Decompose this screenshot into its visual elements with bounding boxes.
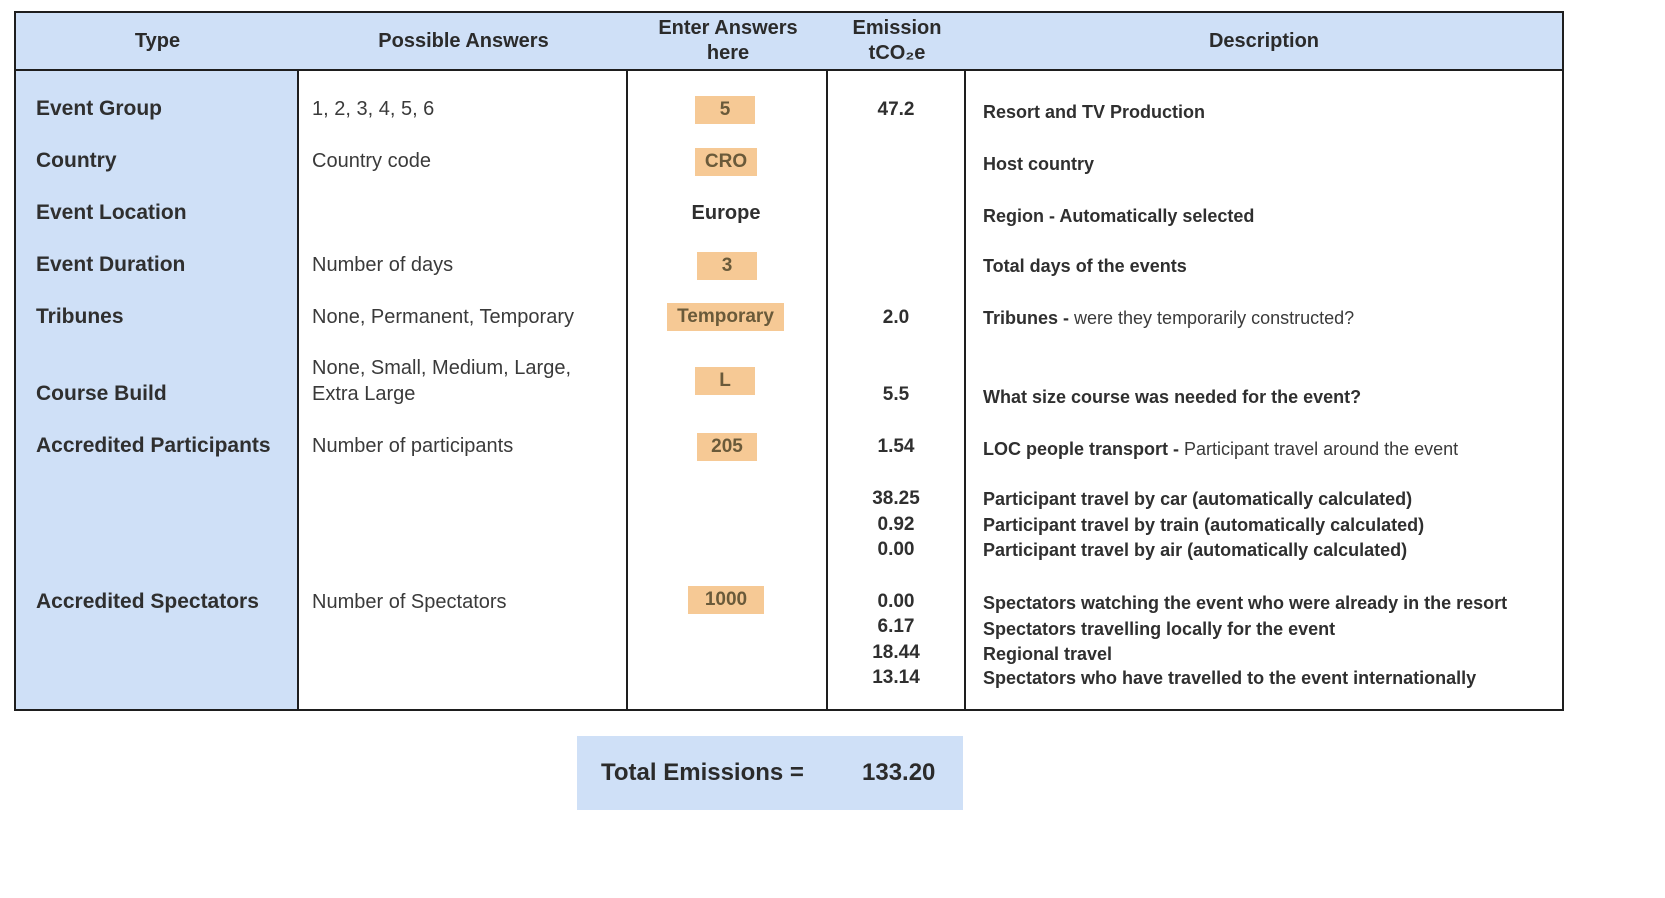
header-row bbox=[16, 13, 1562, 71]
header-type: Type bbox=[134, 29, 181, 52]
answer-event-location: Europe bbox=[691, 202, 761, 224]
emission-spectators-international: 13.14 bbox=[872, 667, 920, 688]
answer-tribunes[interactable]: Temporary bbox=[667, 303, 784, 331]
emission-participant-air: 0.00 bbox=[877, 539, 915, 560]
desc-spectators-international: Spectators who have travelled to the eve… bbox=[983, 668, 1477, 688]
emission-participant-train: 0.92 bbox=[877, 514, 915, 535]
emission-spectators-local: 6.17 bbox=[877, 616, 915, 637]
answer-event-duration[interactable]: 3 bbox=[697, 252, 757, 280]
header-emission: Emission tCO₂e bbox=[852, 17, 942, 64]
desc-participant-air: Participant travel by air (automatically… bbox=[983, 540, 1408, 560]
row-type-accredited-participants: Accredited Participants bbox=[36, 434, 271, 457]
row-type-event-location: Event Location bbox=[36, 201, 187, 224]
row-possible-country: Country code bbox=[312, 150, 431, 172]
desc-participant-train: Participant travel by train (automatical… bbox=[983, 515, 1425, 535]
row-type-course-build: Course Build bbox=[36, 382, 167, 405]
emission-accredited-participants: 1.54 bbox=[877, 436, 915, 457]
emission-course-build: 5.5 bbox=[882, 384, 910, 405]
total-emissions-value: 133.20 bbox=[862, 759, 936, 786]
row-possible-accredited-participants: Number of participants bbox=[312, 435, 514, 457]
row-possible-course-build-line1: None, Small, Medium, Large, bbox=[312, 357, 572, 379]
row-possible-event-duration: Number of days bbox=[312, 254, 454, 276]
row-desc-course-build: What size course was needed for the even… bbox=[983, 387, 1362, 407]
header-enter-answers: Enter Answers here bbox=[658, 17, 798, 64]
row-possible-accredited-spectators: Number of Spectators bbox=[312, 591, 507, 613]
total-emissions-label: Total Emissions = bbox=[601, 759, 804, 786]
header-description: Description bbox=[1208, 29, 1320, 52]
emission-participant-car: 38.25 bbox=[872, 488, 920, 509]
desc-participant-car: Participant travel by car (automatically… bbox=[983, 489, 1413, 509]
possible-answers-column bbox=[299, 13, 628, 709]
desc-spectators-resort: Spectators watching the event who were a… bbox=[983, 593, 1508, 613]
row-type-country: Country bbox=[36, 149, 117, 172]
row-type-tribunes: Tribunes bbox=[36, 305, 124, 328]
row-desc-event-duration: Total days of the events bbox=[983, 256, 1187, 276]
emission-spectators-regional: 18.44 bbox=[872, 642, 920, 663]
row-type-accredited-spectators: Accredited Spectators bbox=[36, 590, 259, 613]
answer-country[interactable]: CRO bbox=[695, 148, 757, 176]
row-possible-event-group: 1, 2, 3, 4, 5, 6 bbox=[312, 98, 435, 120]
desc-spectators-local: Spectators travelling locally for the ev… bbox=[983, 619, 1336, 639]
row-desc-event-location: Region - Automatically selected bbox=[983, 206, 1255, 226]
row-possible-tribunes: None, Permanent, Temporary bbox=[312, 306, 574, 328]
total-emissions-box: Total Emissions = 133.20 bbox=[577, 736, 963, 810]
enter-answers-column bbox=[628, 13, 828, 709]
type-column bbox=[16, 13, 299, 709]
emission-tribunes: 2.0 bbox=[882, 307, 910, 328]
desc-spectators-regional: Regional travel bbox=[983, 644, 1113, 664]
row-type-event-duration: Event Duration bbox=[36, 253, 186, 276]
answer-event-group[interactable]: 5 bbox=[695, 96, 755, 124]
emission-spectators-resort: 0.00 bbox=[877, 591, 915, 612]
row-desc-tribunes: Tribunes - were they temporarily constru… bbox=[983, 308, 1355, 328]
header-possible-answers: Possible Answers bbox=[378, 29, 549, 52]
answer-course-build[interactable]: L bbox=[695, 367, 755, 395]
row-possible-course-build-line2: Extra Large bbox=[312, 383, 416, 405]
row-type-event-group: Event Group bbox=[36, 97, 163, 120]
emissions-table: Type Possible Answers Enter Answers here … bbox=[14, 11, 1564, 711]
answer-accredited-participants[interactable]: 205 bbox=[697, 433, 757, 461]
row-desc-event-group: Resort and TV Production bbox=[983, 102, 1206, 122]
row-desc-country: Host country bbox=[983, 154, 1095, 174]
emission-column bbox=[828, 13, 966, 709]
emission-event-group: 47.2 bbox=[877, 99, 915, 120]
answer-accredited-spectators[interactable]: 1000 bbox=[688, 586, 764, 614]
row-desc-accredited-participants: LOC people transport - Participant trave… bbox=[983, 439, 1459, 459]
